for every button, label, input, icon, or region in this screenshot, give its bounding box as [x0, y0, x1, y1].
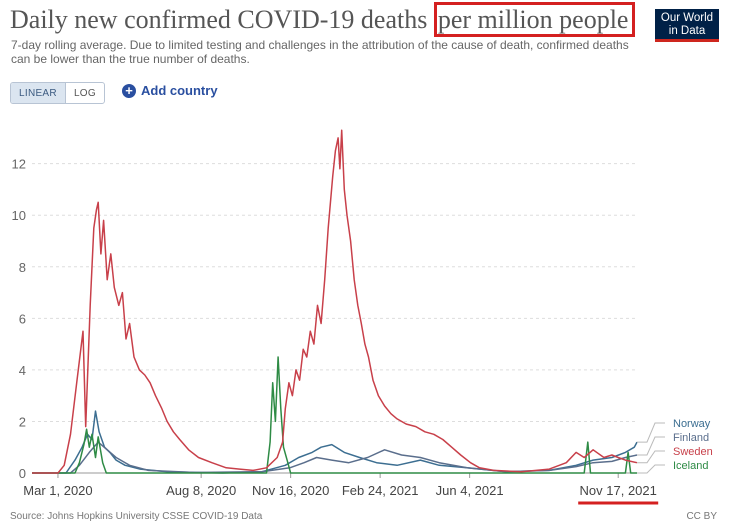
y-tick-label-8: 8	[19, 260, 26, 275]
y-tick-label-10: 10	[12, 208, 26, 223]
x-tick-label-4: Jun 4, 2021	[436, 483, 504, 498]
legend-label-iceland[interactable]: Iceland	[673, 460, 708, 472]
legend-connector-norway	[637, 422, 665, 443]
x-tick-label-3: Feb 24, 2021	[342, 483, 419, 498]
log-scale-button[interactable]: LOG	[73, 87, 96, 99]
x-tick-label-1: Aug 8, 2020	[166, 483, 236, 498]
title-main: Daily new confirmed COVID-19 deaths	[10, 5, 428, 34]
x-tick-label-2: Nov 16, 2020	[252, 483, 329, 498]
series-line-iceland[interactable]	[32, 356, 637, 474]
logo-line2: in Data	[668, 25, 706, 37]
legend-connector-finland	[637, 436, 665, 456]
y-tick-label-4: 4	[19, 363, 26, 378]
series-line-sweden[interactable]	[32, 129, 638, 474]
owid-logo[interactable]: Our World in Data	[655, 9, 719, 42]
legend-label-finland[interactable]: Finland	[673, 432, 709, 444]
logo-line1: Our World	[660, 12, 714, 24]
add-country-label: Add country	[141, 83, 218, 98]
y-tick-label-6: 6	[19, 311, 26, 326]
license-note[interactable]: CC BY	[686, 511, 717, 522]
x-axis: Mar 1, 2020 Aug 8, 2020 Nov 16, 2020 Feb 24…	[23, 472, 659, 505]
y-tick-label-2: 2	[19, 414, 26, 429]
legend-connector-sweden	[637, 450, 665, 464]
source-note[interactable]: Source: Johns Hopkins University CSSE CO…	[10, 511, 263, 522]
y-tick-label-12: 12	[12, 157, 26, 172]
series-line-finland[interactable]	[32, 441, 638, 474]
series-line-norway[interactable]	[32, 410, 638, 474]
legend-label-sweden[interactable]: Sweden	[673, 446, 713, 458]
logo-red-bar	[655, 39, 719, 42]
legend-label-norway[interactable]: Norway	[673, 418, 711, 430]
series-lines[interactable]	[32, 129, 638, 474]
y-axis-ticks: 0 2 4 6 8 10 12	[12, 157, 26, 481]
linear-scale-button[interactable]: LINEAR	[11, 83, 66, 103]
y-tick-label-0: 0	[19, 466, 26, 481]
legend[interactable]: Norway Finland Sweden Iceland	[637, 418, 713, 474]
legend-connector-iceland	[637, 464, 665, 474]
add-country-button[interactable]: + Add country	[122, 83, 218, 98]
chart-title: Daily new confirmed COVID-19 deaths per …	[10, 2, 636, 37]
scale-toggle[interactable]: LINEAR LOG	[10, 82, 105, 104]
x-tick-label-0: Mar 1, 2020	[23, 483, 92, 498]
plus-circle-icon: +	[122, 83, 136, 98]
x-tick-label-5: Nov 17, 2021	[580, 483, 657, 498]
chart-subtitle: 7-day rolling average. Due to limited te…	[11, 38, 629, 66]
title-highlight: per million people	[433, 2, 636, 37]
